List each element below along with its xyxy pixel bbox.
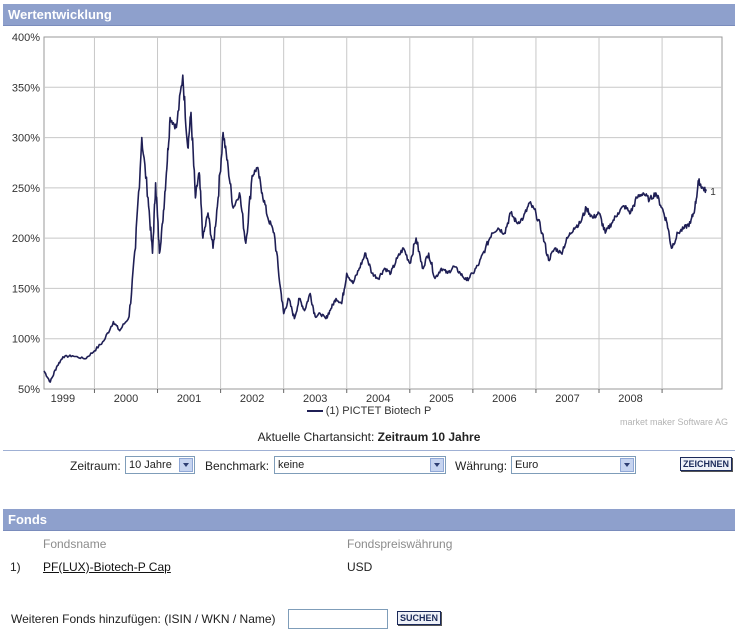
series-end-label: 1 [710,187,716,198]
chevron-down-icon[interactable] [430,458,444,472]
wertentwicklung-title: Wertentwicklung [8,7,112,22]
fonds-row-name[interactable]: PF(LUX)-Biotech-P Cap [43,560,171,574]
waehrung-value: Euro [515,459,539,471]
add-fonds-input[interactable] [288,609,388,629]
fonds-row-index: 1) [10,560,21,574]
y-tick-label: 50% [18,384,40,396]
y-tick-label: 150% [12,283,40,295]
x-tick-label: 2004 [366,393,390,405]
x-tick-label: 2002 [240,393,264,405]
chart-legend: (1) PICTET Biotech P [0,405,738,417]
legend-line-icon [306,410,323,413]
fonds-row-currency: USD [347,560,373,574]
legend-label: PICTET Biotech P [342,405,432,417]
x-tick-label: 2005 [429,393,453,405]
chart-view-info: Aktuelle Chartansicht: Zeitraum 10 Jahre [0,430,738,444]
chart-view-label: Aktuelle Chartansicht: [257,430,375,444]
controls-divider [3,450,735,451]
benchmark-select[interactable]: keine [274,456,446,474]
benchmark-label: Benchmark: [205,459,270,473]
x-tick-label: 2008 [618,393,642,405]
col-head-fondspreiswaehrung: Fondspreiswährung [347,537,453,551]
chevron-down-icon[interactable] [179,458,193,472]
waehrung-select[interactable]: Euro [511,456,636,474]
fonds-title: Fonds [8,512,47,527]
series-line [43,74,707,383]
add-fonds-label: Weiteren Fonds hinzufügen: (ISIN / WKN /… [11,612,276,626]
performance-chart: 50% 100% 150% 200% 250% 300% 350% 400% 1999 2000 2… [12,32,723,405]
x-tick-label: 2006 [492,393,516,405]
credit-text: market maker Software AG [619,417,728,427]
fonds-link[interactable]: PF(LUX)-Biotech-P Cap [43,560,171,574]
wertentwicklung-header: Wertentwicklung [3,4,735,26]
zeitraum-value: 10 Jahre [129,459,172,471]
x-tick-label: 2003 [303,393,327,405]
chart-view-value: Zeitraum 10 Jahre [377,430,481,444]
fonds-header: Fonds [3,509,735,531]
benchmark-value: keine [278,459,305,471]
zeitraum-select[interactable]: 10 Jahre [125,456,195,474]
x-tick-label: 1999 [51,393,75,405]
plot-area [43,36,723,390]
y-tick-label: 300% [12,133,40,145]
col-head-fondsname: Fondsname [43,537,107,551]
x-tick-label: 2007 [555,393,579,405]
zeitraum-label: Zeitraum: [70,459,121,473]
x-tick-label: 2000 [114,393,138,405]
x-tick-label: 2001 [177,393,201,405]
waehrung-label: Währung: [455,459,508,473]
suchen-button[interactable]: SUCHEN [397,611,441,625]
zeichnen-button[interactable]: ZEICHNEN [680,457,732,471]
legend-prefix: (1) [325,405,340,417]
y-tick-label: 200% [12,233,40,245]
y-tick-label: 400% [12,32,40,44]
y-tick-label: 250% [12,183,40,195]
chevron-down-icon[interactable] [620,458,634,472]
y-tick-label: 100% [12,334,40,346]
y-tick-label: 350% [12,82,40,94]
